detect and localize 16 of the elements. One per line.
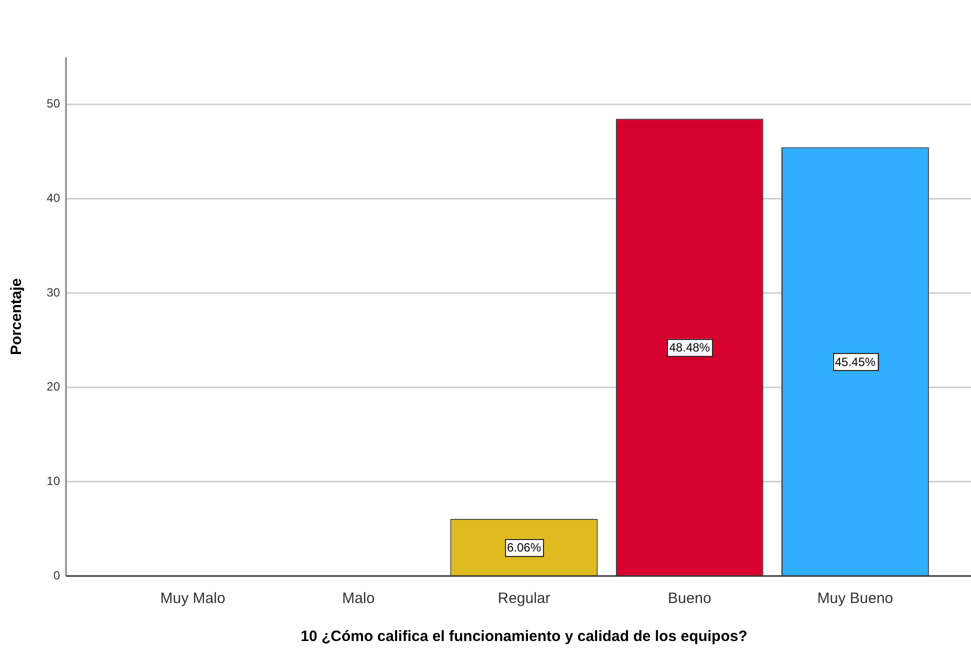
x-tick-label: Malo [342, 590, 375, 608]
y-tick-label: 40 [46, 191, 60, 206]
data-label: 48.48% [669, 340, 710, 355]
y-axis-title: Porcentaje [8, 278, 26, 355]
x-tick-label: Muy Malo [160, 590, 226, 608]
data-label: 45.45% [834, 354, 876, 369]
data-label: 6.06% [506, 540, 542, 555]
x-tick-label: Regular [498, 590, 550, 608]
x-tick-label: Bueno [668, 590, 712, 608]
x-tick-label: Muy Bueno [817, 590, 894, 608]
y-tick-label: 0 [53, 568, 60, 582]
x-axis-title: 10 ¿Cómo califica el funcionamiento y calidad de los equipos? [300, 628, 748, 646]
y-tick-label: 10 [46, 474, 60, 488]
y-tick-label: 30 [46, 285, 60, 300]
y-tick-label: 20 [46, 380, 60, 394]
y-tick-label: 50 [46, 96, 60, 111]
